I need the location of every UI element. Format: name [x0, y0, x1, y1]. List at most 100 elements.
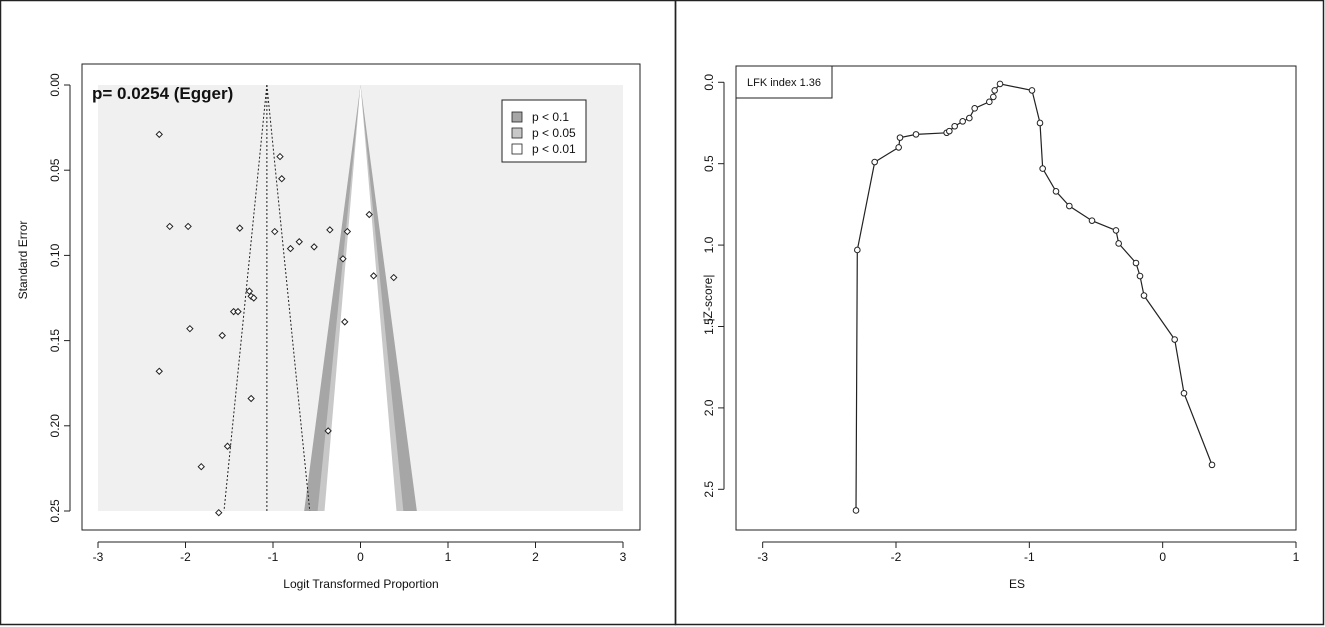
- x-tick-label: 0: [1159, 550, 1166, 564]
- doi-point: [1180, 389, 1188, 397]
- doi-point: [1052, 188, 1060, 195]
- funnel-right-boundary: [266, 84, 311, 512]
- y-tick-label: 0.05: [48, 158, 62, 182]
- x-tick-label: -2: [891, 550, 902, 564]
- study-point: [390, 273, 398, 282]
- doi-point: [1132, 259, 1140, 267]
- study-point: [276, 152, 284, 161]
- study-points: [155, 130, 398, 517]
- doi-point: [966, 114, 973, 122]
- funnel-plot-frame: [81, 63, 641, 531]
- doi-point: [986, 98, 993, 106]
- doi-x-axis-title: ES: [1009, 577, 1025, 591]
- doi-point: [1039, 165, 1046, 172]
- study-point: [223, 442, 232, 450]
- study-point: [166, 222, 174, 231]
- doi-plot: -3 -2 -1 0 1 0.0 0.5 1.0 1.5 2.0 2.5 LFK index 1.…: [701, 65, 1300, 591]
- legend-swatch-p10: [511, 111, 523, 123]
- doi-point: [971, 105, 978, 112]
- doi-point: [1140, 292, 1148, 299]
- study-point: [236, 224, 244, 232]
- doi-point: [896, 134, 904, 141]
- study-point: [295, 238, 303, 246]
- study-point: [286, 244, 295, 253]
- study-point: [186, 324, 194, 333]
- study-point: [197, 462, 205, 471]
- y-tick-label: 0.5: [702, 155, 716, 172]
- study-point: [326, 226, 334, 234]
- study-point: [250, 294, 258, 302]
- doi-point: [895, 144, 902, 151]
- study-point: [341, 318, 349, 326]
- study-point: [215, 508, 223, 517]
- x-tick-label: 2: [532, 550, 539, 564]
- doi-point: [1208, 461, 1216, 469]
- doi-plot-frame: [735, 65, 1297, 531]
- study-point: [278, 175, 286, 183]
- x-tick-label: 0: [357, 550, 364, 564]
- lfk-annotation: LFK index 1.36: [747, 77, 821, 89]
- doi-point: [1028, 87, 1036, 94]
- funnel-x-axis: -3 -2 -1 0 1 2 3: [93, 541, 627, 564]
- funnel-y-axis: 0.00 0.05 0.10 0.15 0.20 0.25: [48, 73, 71, 523]
- study-point: [369, 272, 378, 280]
- study-point: [184, 222, 192, 231]
- study-point: [339, 255, 347, 263]
- y-tick-label: 0.15: [48, 329, 62, 353]
- doi-point: [852, 507, 860, 514]
- x-tick-label: -3: [757, 550, 768, 564]
- doi-point: [946, 127, 953, 135]
- study-point: [218, 331, 226, 340]
- doi-point: [1066, 202, 1073, 210]
- x-tick-label: 1: [445, 550, 452, 564]
- y-tick-label: 2.5: [702, 481, 716, 498]
- study-point: [271, 227, 279, 236]
- funnel-x-axis-title: Logit Transformed Proportion: [283, 577, 438, 591]
- x-tick-label: -1: [1024, 550, 1035, 564]
- y-tick-label: 1.0: [702, 236, 716, 253]
- contour-region-p01: [324, 85, 397, 511]
- funnel-plot: -3 -2 -1 0 1 2 3 0.00 0.05 0.10 0.15 0.20 0.25 p= 0…: [16, 63, 641, 591]
- y-tick-label: 0.10: [48, 243, 62, 267]
- doi-point: [1036, 119, 1044, 127]
- doi-point: [951, 122, 958, 130]
- lfk-box: [735, 65, 833, 99]
- y-tick-label: 0.25: [48, 499, 62, 523]
- x-tick-label: -2: [180, 550, 191, 564]
- study-point: [324, 427, 332, 435]
- doi-point: [1171, 336, 1178, 343]
- study-point: [310, 243, 318, 251]
- funnel-left-boundary: [223, 84, 268, 512]
- y-tick-label: 0.00: [48, 73, 62, 97]
- doi-point: [1136, 272, 1144, 280]
- study-point: [234, 307, 242, 316]
- doi-point: [854, 246, 861, 254]
- doi-x-axis: -3 -2 -1 0 1: [757, 541, 1300, 564]
- legend-label-p05: p < 0.05: [532, 126, 576, 140]
- legend-label-p10: p < 0.1: [532, 110, 569, 124]
- study-point: [343, 227, 352, 236]
- funnel-y-axis-title: Standard Error: [16, 221, 30, 300]
- x-tick-label: -3: [93, 550, 104, 564]
- y-tick-label: 0.0: [702, 74, 716, 91]
- study-point: [155, 367, 163, 375]
- y-tick-label: 2.0: [702, 399, 716, 416]
- doi-point: [1112, 227, 1120, 234]
- doi-point: [990, 93, 997, 101]
- pooled-estimate-funnel: [223, 84, 311, 512]
- doi-point: [871, 158, 878, 166]
- doi-points: [852, 80, 1216, 514]
- study-point: [245, 287, 254, 295]
- study-point: [365, 210, 373, 219]
- y-tick-label: 1.5: [702, 318, 716, 335]
- y-tick-label: 0.20: [48, 414, 62, 438]
- egger-annotation: p= 0.0254 (Egger): [92, 84, 233, 103]
- doi-point: [1115, 240, 1122, 247]
- doi-point: [959, 118, 966, 125]
- legend-swatch-p01: [511, 143, 523, 155]
- x-tick-label: -1: [268, 550, 279, 564]
- doi-y-axis: 0.0 0.5 1.0 1.5 2.0 2.5: [702, 74, 725, 498]
- doi-series-line: [855, 83, 1213, 511]
- doi-y-axis-title: |Z-score|: [701, 275, 715, 322]
